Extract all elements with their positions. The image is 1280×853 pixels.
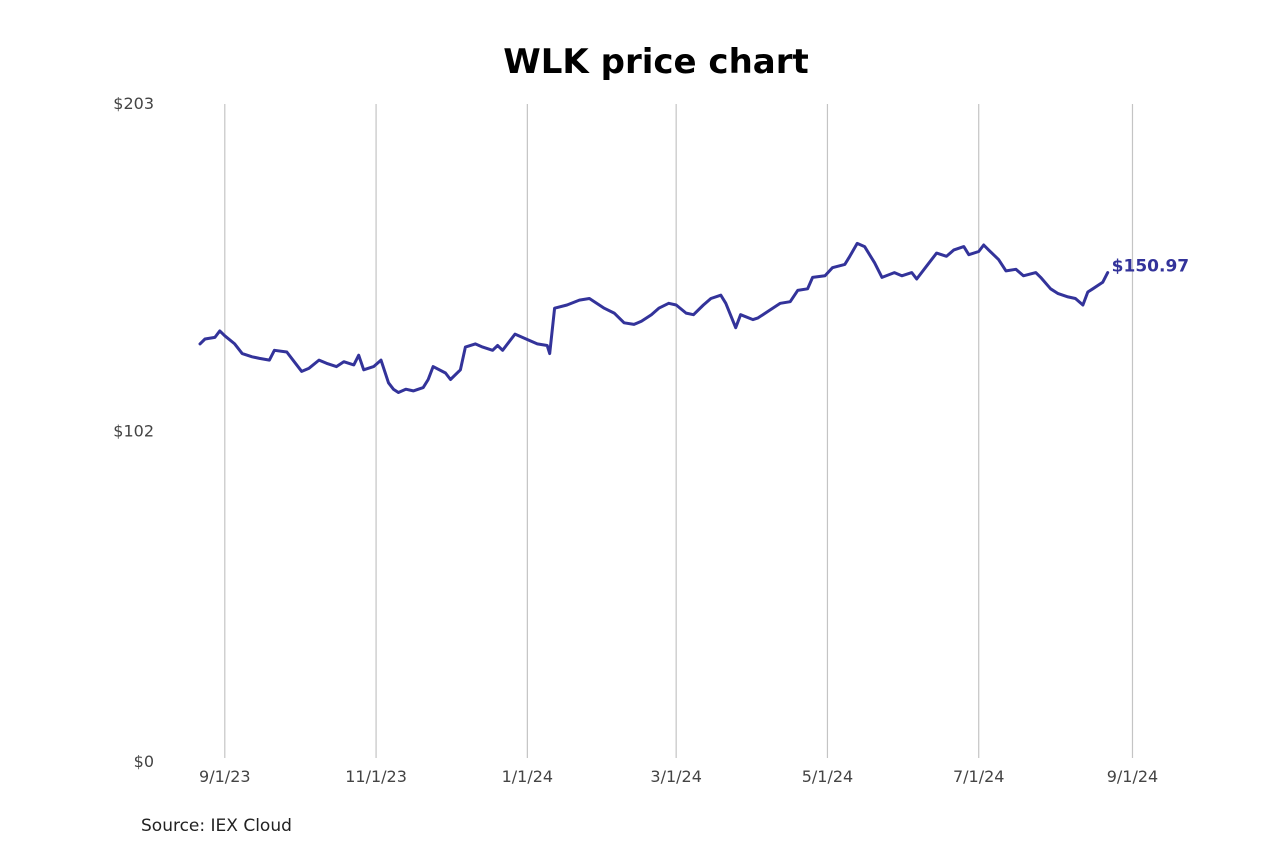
x-tick-label: 9/1/24 [1107, 767, 1159, 786]
chart-title: WLK price chart [503, 42, 809, 82]
x-tick-label: 11/1/23 [345, 767, 407, 786]
last-price-label: $150.97 [1112, 257, 1189, 277]
x-gridlines [224, 104, 1134, 758]
end-labels: $150.97 [1112, 257, 1189, 277]
y-tick-label: $102 [113, 421, 154, 440]
x-tick-label: 9/1/23 [199, 767, 251, 786]
y-tick-label: $0 [134, 752, 154, 771]
x-tick-label: 1/1/24 [502, 767, 554, 786]
y-tick-label: $203 [113, 94, 154, 113]
x-tick-label: 3/1/24 [650, 767, 702, 786]
x-tick-label: 7/1/24 [953, 767, 1005, 786]
x-axis-ticks: 9/1/23 11/1/23 1/1/24 3/1/24 5/1/24 7/1/24 9/1… [199, 767, 1158, 786]
y-axis-ticks: $0 $102 $203 [113, 94, 154, 771]
source-note: Source: IEX Cloud [141, 816, 292, 836]
x-tick-label: 5/1/24 [802, 767, 854, 786]
series-lines [198, 241, 1110, 394]
price-line [198, 241, 1110, 394]
